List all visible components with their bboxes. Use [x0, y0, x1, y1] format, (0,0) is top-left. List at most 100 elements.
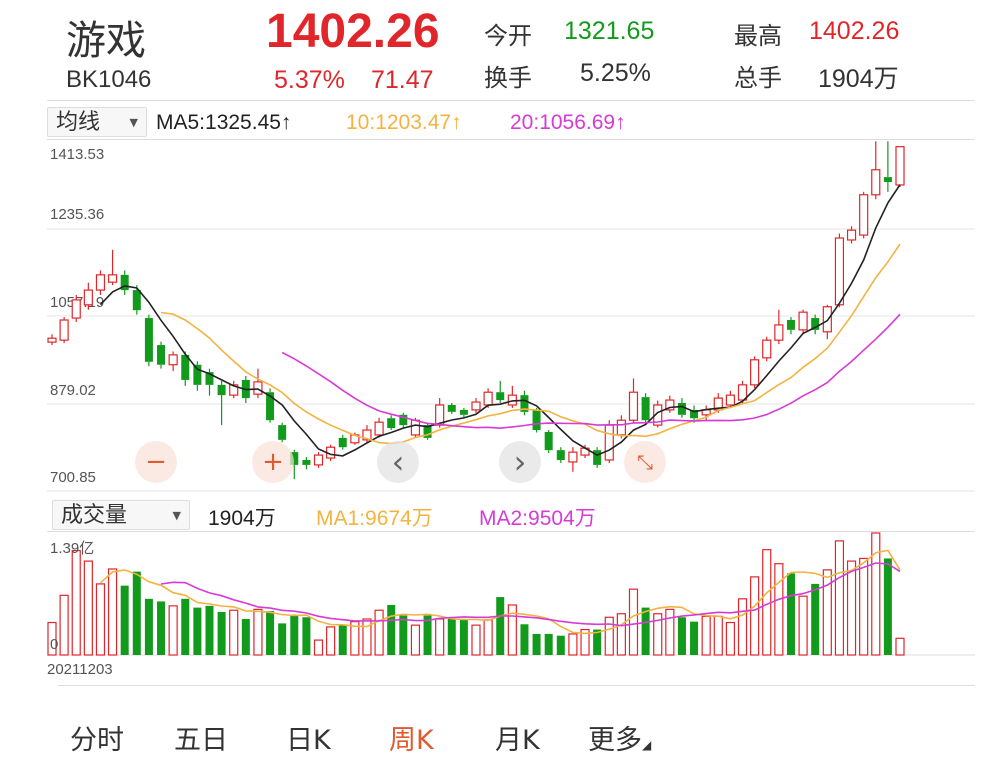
y-label: 1413.53 — [50, 146, 105, 163]
volume-ma2-line — [160, 562, 901, 627]
volume-bar — [895, 637, 905, 656]
change-amount: 71.47 — [371, 66, 434, 94]
volume-bar — [459, 619, 468, 655]
volume-bar — [326, 626, 336, 656]
volume-bar — [471, 624, 481, 656]
candle — [193, 364, 202, 385]
candle — [798, 311, 808, 331]
y-label: 879.02 — [50, 382, 96, 399]
candle — [895, 146, 905, 186]
volume-bar — [313, 639, 324, 656]
volume-label: 总手 — [734, 64, 782, 92]
candle — [677, 403, 686, 415]
zoom-out-button[interactable]: − — [135, 441, 177, 483]
candle — [83, 289, 93, 306]
candle — [229, 384, 239, 396]
volume-bar — [266, 611, 275, 655]
volume-bar — [120, 585, 129, 655]
start-date: 20211203 — [47, 661, 113, 678]
volume-bar — [544, 633, 553, 655]
sector-name: 游戏 — [66, 18, 146, 64]
candle — [387, 418, 396, 429]
volume-indicator-select[interactable]: 成交量 ▼ — [52, 500, 190, 530]
volume-bar — [362, 618, 372, 656]
compress-icon[interactable]: ⤡ — [624, 441, 666, 483]
candle — [120, 274, 129, 291]
high-value: 1402.26 — [809, 17, 900, 45]
candle — [690, 409, 699, 419]
volume-bar — [410, 624, 421, 656]
candle — [399, 414, 408, 426]
candle — [423, 425, 432, 438]
tab-more[interactable]: 更多◢ — [588, 718, 651, 757]
current-price: 1402.26 — [266, 5, 440, 58]
candle — [520, 395, 529, 412]
change-percent: 5.37% — [274, 66, 345, 94]
volume-bar — [846, 560, 857, 656]
candle — [338, 437, 347, 448]
volume-bar — [399, 615, 408, 655]
candle — [471, 401, 481, 411]
ma5-line — [99, 184, 901, 457]
candle — [834, 237, 845, 306]
volume-bar — [168, 605, 178, 656]
candle — [95, 274, 106, 291]
ma10-line — [160, 243, 901, 445]
volume-bar — [750, 576, 760, 656]
volume-bar — [653, 613, 663, 656]
candle — [496, 392, 505, 401]
ma20-label: 20:1056.69↑ — [510, 111, 626, 134]
volume-bar — [435, 618, 445, 656]
volume-bar — [59, 594, 69, 656]
ma5-label: MA5:1325.45↑ — [156, 111, 292, 134]
volume-ma1: MA1:9674万 — [316, 507, 433, 530]
candle — [278, 425, 287, 440]
candle — [556, 450, 565, 460]
tab-monthly-k[interactable]: 月K — [495, 725, 540, 756]
volume-bar — [387, 604, 396, 655]
open-value: 1321.65 — [564, 17, 655, 45]
volume-bar — [701, 615, 711, 656]
volume-bar — [822, 569, 832, 656]
tab-more-label: 更多 — [588, 725, 642, 756]
volume-bar — [507, 604, 517, 656]
candle — [181, 354, 190, 380]
candle — [846, 229, 857, 241]
tab-intraday[interactable]: 分时 — [70, 725, 124, 756]
candle — [71, 299, 81, 319]
scroll-left-button[interactable]: ‹ — [377, 441, 419, 483]
candle — [168, 354, 178, 366]
volume-bar — [483, 619, 493, 656]
candle — [665, 399, 675, 411]
volume-bar — [556, 635, 565, 655]
tab-weekly-k[interactable]: 周K — [389, 725, 434, 756]
volume-bar — [83, 560, 93, 656]
tab-daily-k[interactable]: 日K — [286, 725, 331, 756]
scroll-right-button[interactable]: › — [499, 441, 541, 483]
volume-bar — [107, 568, 118, 656]
dropdown-arrow-icon: ▼ — [172, 509, 181, 522]
volume-bar — [132, 571, 141, 655]
ma10-label: 10:1203.47↑ — [346, 111, 462, 134]
candle — [302, 459, 311, 465]
indicator-select[interactable]: 均线 ▼ — [47, 107, 147, 137]
volume-bar — [690, 621, 699, 655]
volume-bar — [71, 549, 81, 656]
candle — [544, 431, 553, 451]
candle — [144, 318, 153, 362]
candle — [47, 337, 57, 343]
candle — [253, 381, 263, 395]
volume-bar — [774, 563, 784, 656]
volume-bar — [496, 597, 505, 655]
volume-bar — [217, 611, 226, 655]
volume-bar — [253, 608, 263, 656]
candle — [750, 359, 760, 386]
zoom-in-button[interactable]: + — [252, 441, 294, 483]
candle — [641, 397, 650, 421]
candle — [871, 169, 881, 196]
volume-bar — [811, 583, 820, 655]
volume-bar — [157, 601, 166, 655]
candle — [883, 177, 892, 183]
tab-five-day[interactable]: 五日 — [174, 725, 228, 756]
